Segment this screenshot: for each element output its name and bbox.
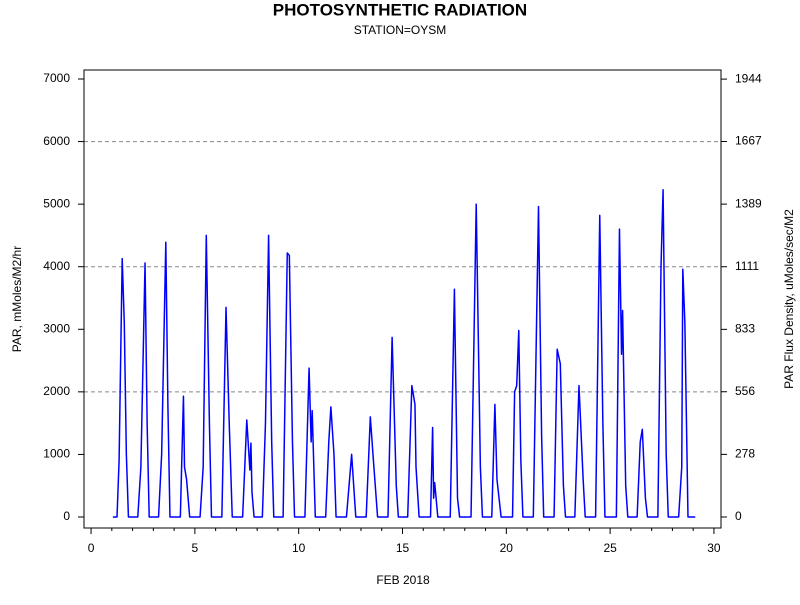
chart-title: PHOTOSYNTHETIC RADIATION: [273, 0, 527, 19]
y2-axis-label: PAR Flux Density, uMoles/sec/M2: [782, 209, 796, 389]
y-tick-label: 4000: [43, 259, 70, 273]
y2-tick-label: 1389: [735, 196, 762, 210]
y2-tick-label: 1111: [735, 259, 759, 273]
y-tick-label: 5000: [43, 196, 70, 210]
chart-subtitle: STATION=OYSM: [354, 23, 447, 37]
x-tick-label: 0: [88, 541, 95, 555]
y2-tick-label: 0: [735, 509, 742, 523]
y-tick-label: 2000: [43, 384, 70, 398]
data-line: [112, 189, 696, 518]
y-axis-label: PAR, mMoles/M2/hr: [10, 246, 24, 352]
y-tick-label: 6000: [43, 134, 70, 148]
y2-tick-label: 556: [735, 384, 755, 398]
y2-tick-label: 1944: [735, 71, 762, 85]
x-tick-label: 5: [192, 541, 199, 555]
x-tick-label: 20: [500, 541, 514, 555]
x-tick-label: 10: [292, 541, 306, 555]
y-tick-label: 3000: [43, 321, 70, 335]
y2-tick-label: 1667: [735, 134, 762, 148]
x-tick-label: 25: [603, 541, 617, 555]
x-tick-label: 30: [707, 541, 721, 555]
y-tick-label: 1000: [43, 447, 70, 461]
x-axis-label: FEB 2018: [376, 573, 430, 587]
y-tick-label: 0: [63, 509, 70, 523]
y2-tick-label: 833: [735, 322, 755, 336]
y-tick-label: 7000: [43, 71, 70, 85]
y2-tick-label: 278: [735, 447, 755, 461]
x-tick-label: 15: [396, 541, 410, 555]
